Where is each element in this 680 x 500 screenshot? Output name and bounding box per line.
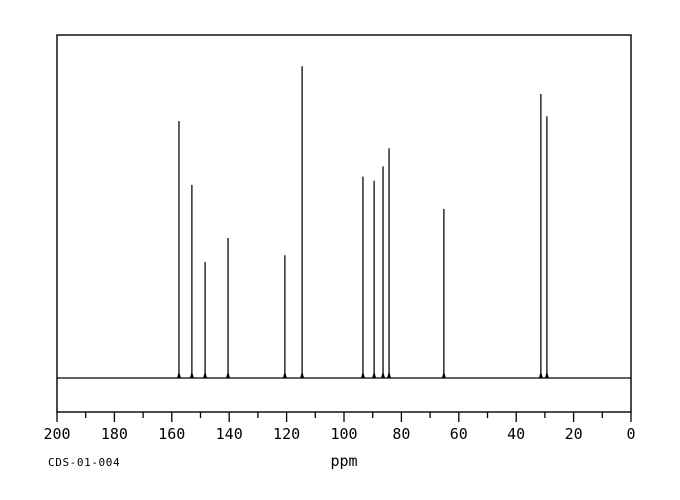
peak-foot (381, 371, 386, 378)
peak-foot (189, 371, 194, 378)
peak-foot (176, 371, 181, 378)
peak-foot (441, 371, 446, 378)
peak-foot (203, 371, 208, 378)
sample-id-label: CDS-01-004 (48, 456, 120, 469)
x-axis-tick-label: 180 (101, 425, 128, 443)
x-axis-tick-label: 100 (330, 425, 357, 443)
x-axis-tick-labels-group: 200 180 160 140 120 100 80 60 40 20 0 (43, 425, 635, 443)
peak-foot (226, 371, 231, 378)
x-axis-tick-label: 40 (507, 425, 525, 443)
peak-foot (300, 371, 305, 378)
peak-foot (538, 371, 543, 378)
x-axis-tick-label: 120 (273, 425, 300, 443)
x-axis-label: ppm (330, 452, 357, 470)
peak-foot (360, 371, 365, 378)
peak-foot (372, 371, 377, 378)
x-axis-tick-label: 20 (565, 425, 583, 443)
x-axis-ticks-group (56, 412, 632, 422)
peak-foot (282, 371, 287, 378)
x-axis-tick-label: 0 (626, 425, 635, 443)
plot-frame (56, 34, 632, 413)
x-axis-tick-label: 160 (158, 425, 185, 443)
x-axis-tick-label: 80 (392, 425, 410, 443)
peak-traces-group (176, 66, 549, 378)
x-axis-tick-label: 140 (216, 425, 243, 443)
x-axis-tick-label: 200 (43, 425, 70, 443)
peak-foot (387, 371, 392, 378)
peak-foot (544, 371, 549, 378)
x-axis-tick-label: 60 (450, 425, 468, 443)
